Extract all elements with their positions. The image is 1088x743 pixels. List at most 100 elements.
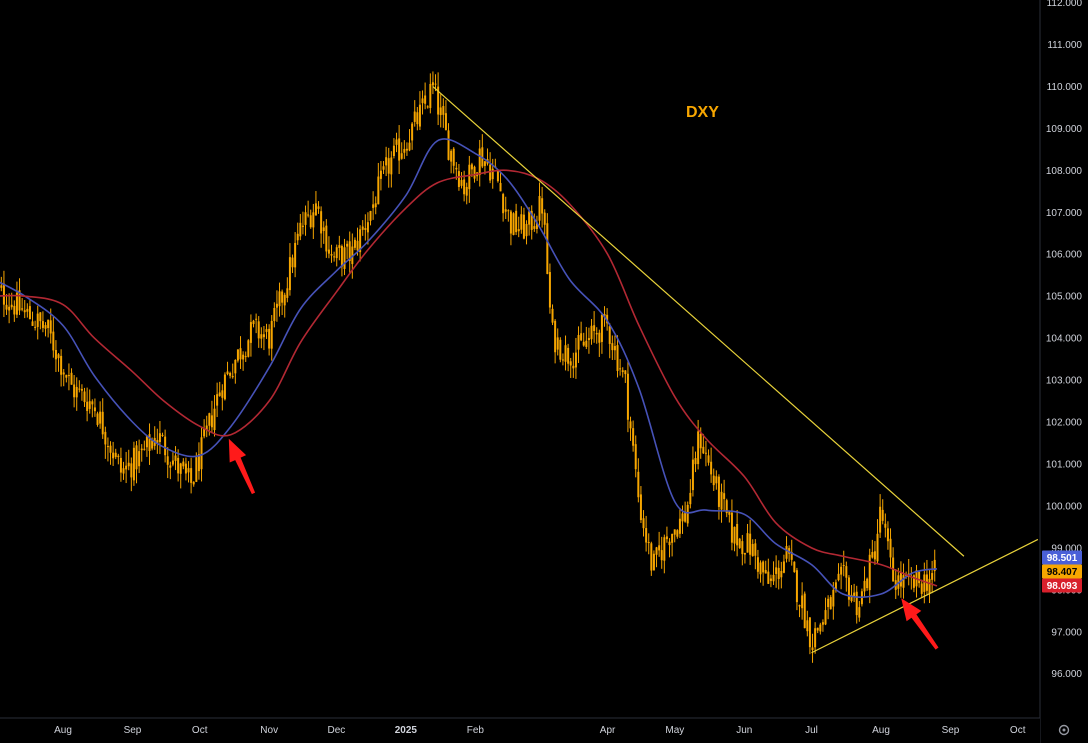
candle-body: [382, 166, 385, 170]
candle-body: [197, 454, 200, 472]
candle-body: [624, 370, 627, 375]
candle-body: [639, 494, 642, 521]
candle-body: [897, 575, 900, 589]
candle-body: [49, 320, 52, 334]
candle-body: [470, 164, 473, 170]
time-tick-label: May: [665, 725, 684, 736]
candle-body: [148, 434, 151, 451]
candle-body: [359, 229, 362, 253]
candle-body: [541, 198, 544, 214]
candle-body: [405, 148, 408, 151]
candle-body: [671, 534, 674, 543]
candle-body: [816, 627, 819, 631]
price-tick-label: 96.000: [1051, 669, 1082, 680]
time-axis-ticks: Aug Sep Oct Nov Dec 2025 Feb Apr May Jun Jul Aug Sep…: [54, 725, 1026, 736]
candle-body: [463, 179, 466, 195]
candle-body: [663, 537, 666, 561]
candle-body: [408, 142, 411, 151]
candle-body: [569, 361, 572, 366]
price-badge: [1042, 578, 1082, 593]
candle-body: [808, 617, 811, 648]
candle-body: [452, 148, 455, 166]
candle-body: [184, 463, 187, 474]
candle-body: [756, 557, 759, 572]
candle-body: [353, 239, 356, 248]
candle-body: [879, 506, 882, 533]
candle-body: [54, 349, 57, 360]
candle-body: [613, 346, 616, 351]
trendline: [432, 85, 965, 557]
candle-body: [418, 104, 421, 127]
candle-body: [364, 228, 367, 230]
candle-body: [858, 607, 861, 618]
trendlines-layer: [432, 85, 1039, 654]
candle-body: [580, 333, 583, 341]
candle-body: [343, 247, 346, 269]
candle-body: [174, 455, 177, 461]
candle-body: [273, 307, 276, 322]
candle-body: [93, 407, 96, 412]
time-tick-label: Oct: [1010, 725, 1026, 736]
candle-body: [249, 322, 252, 343]
annotation-arrow: [228, 438, 256, 495]
candle-body: [421, 98, 424, 104]
price-axis-ticks: 96.00097.00098.00099.000100.000101.00010…: [1046, 0, 1083, 680]
candle-body: [585, 340, 588, 347]
candle-body: [655, 547, 658, 555]
candle-body: [210, 415, 213, 428]
candle-body: [426, 106, 429, 108]
candle-body: [5, 304, 8, 310]
candle-body: [845, 566, 848, 578]
candle-body: [60, 355, 63, 375]
candle-body: [593, 325, 596, 332]
candle-body: [665, 536, 668, 540]
candle-body: [543, 212, 546, 225]
candle-body: [702, 446, 705, 454]
gear-icon[interactable]: [1058, 724, 1070, 736]
candle-body: [372, 204, 375, 208]
candle-body: [301, 225, 304, 227]
time-axis-panel[interactable]: [0, 718, 1040, 743]
candle-body: [855, 591, 858, 616]
candle-body: [668, 541, 671, 546]
candle-body: [28, 306, 31, 320]
candle-body: [270, 320, 273, 349]
candle-body: [140, 448, 143, 451]
candle-body: [333, 256, 336, 258]
candle-body: [221, 390, 224, 398]
candle-body: [676, 530, 679, 537]
candle-body: [881, 509, 884, 521]
candle-body: [538, 196, 541, 221]
candle-body: [377, 176, 380, 205]
candle-body: [863, 580, 866, 592]
candle-body: [10, 304, 13, 308]
candle-body: [348, 241, 351, 262]
candle-body: [561, 359, 564, 361]
price-tick-label: 110.000: [1047, 82, 1083, 93]
price-axis-panel[interactable]: [1040, 0, 1088, 743]
candle-body: [216, 394, 219, 406]
candle-body: [741, 541, 744, 555]
candle-body: [23, 310, 26, 313]
candle-body: [213, 408, 216, 431]
candle-body: [291, 257, 294, 268]
candle-body: [608, 326, 611, 344]
candle-body: [853, 592, 856, 596]
candle-body: [101, 411, 104, 435]
candle-body: [317, 206, 320, 209]
price-badge-label: 98.093: [1047, 581, 1078, 592]
candle-body: [528, 211, 531, 225]
candles-layer: [0, 71, 936, 663]
candle-body: [320, 211, 323, 234]
candle-body: [619, 368, 622, 370]
candle-body: [751, 544, 754, 557]
candle-body: [34, 326, 37, 328]
candle-body: [41, 321, 44, 328]
candle-body: [450, 150, 453, 162]
candle-body: [127, 462, 130, 467]
candle-body: [242, 354, 245, 360]
candle-body: [673, 529, 676, 535]
candle-body: [457, 171, 460, 188]
